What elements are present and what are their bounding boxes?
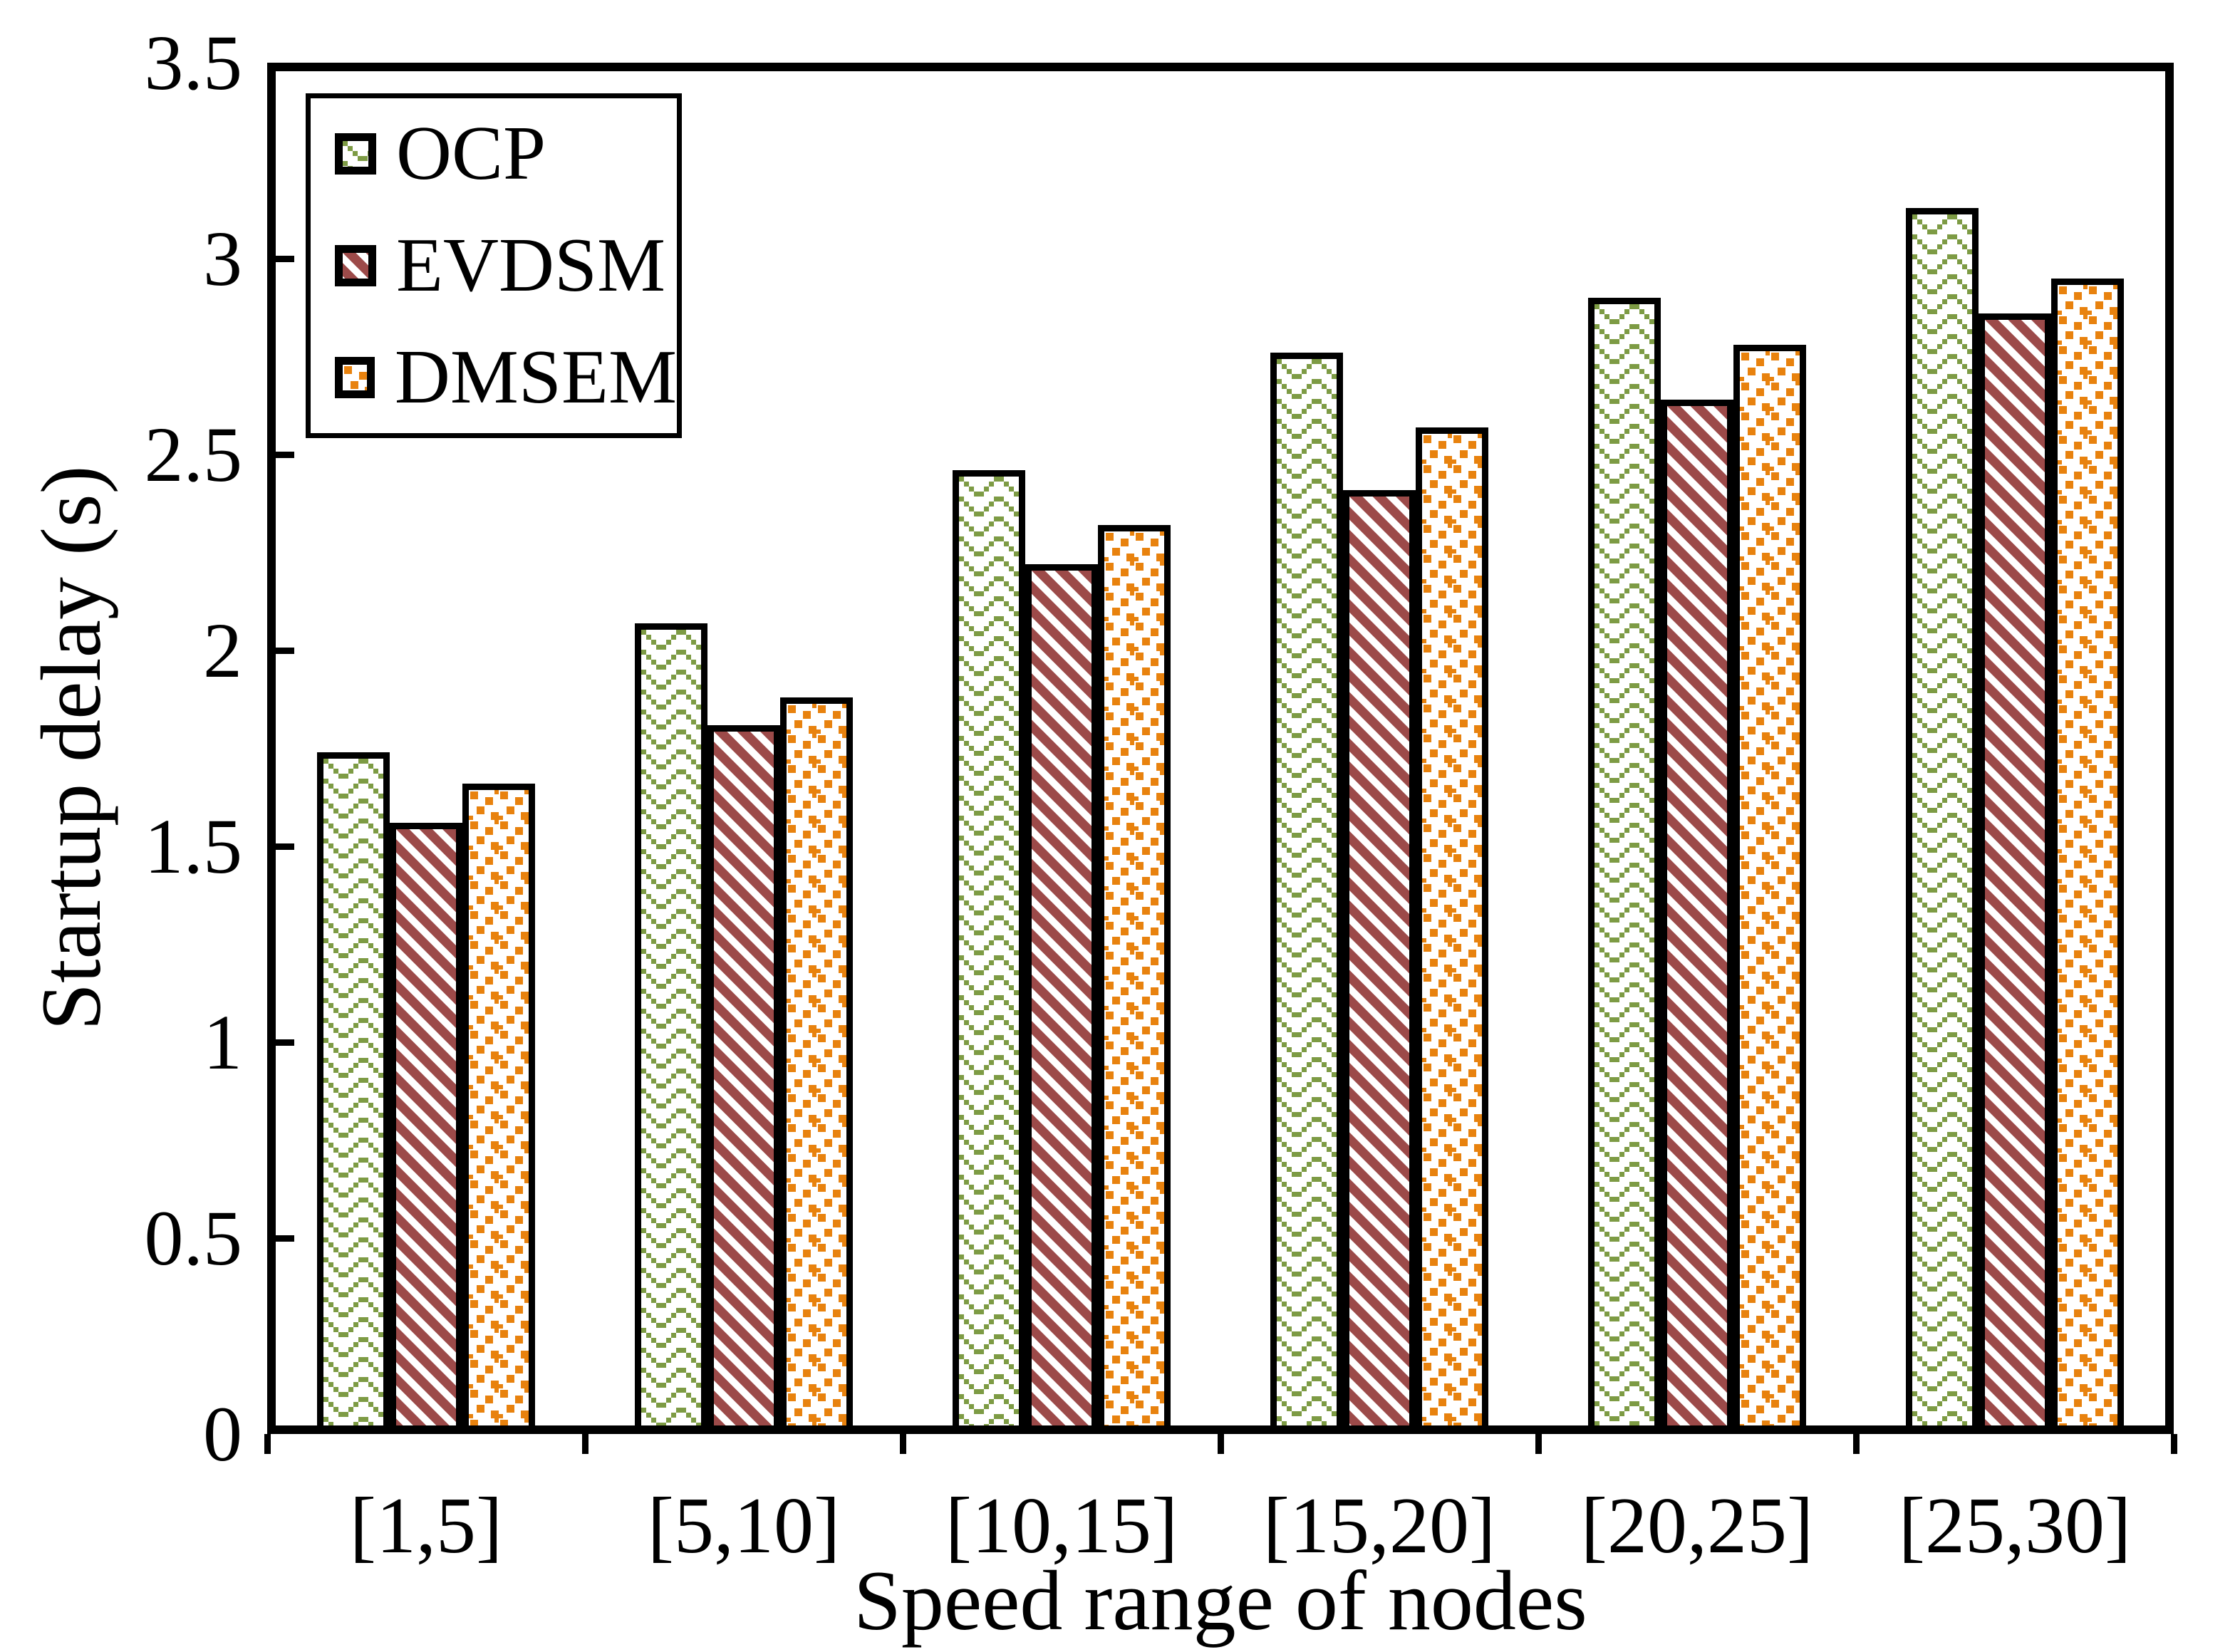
- y-axis-tick: [267, 647, 294, 654]
- x-tick-label: [1,5]: [349, 1482, 503, 1570]
- bar-ocp-0: [317, 752, 390, 1434]
- bar-ocp-1: [635, 623, 707, 1434]
- legend-label: EVDSM: [396, 222, 666, 308]
- bar-dmsem-0: [462, 784, 535, 1434]
- bar-evdsm-3: [1343, 489, 1416, 1434]
- y-tick-label: 0.5: [144, 1195, 243, 1282]
- legend-swatch-scattered-squares: [335, 356, 375, 398]
- legend-label: DMSEM: [394, 334, 677, 420]
- y-axis-title: Startup delay (s): [24, 465, 118, 1031]
- bar-dmsem-5: [2051, 278, 2124, 1434]
- bar-evdsm-0: [390, 823, 462, 1434]
- x-tick-label: [15,20]: [1262, 1482, 1496, 1570]
- legend-item-evdsm: EVDSM: [335, 227, 677, 304]
- bar-dmsem-1: [780, 697, 853, 1434]
- x-axis-tick: [1535, 1434, 1542, 1454]
- x-axis-tick: [899, 1434, 906, 1454]
- bar-ocp-3: [1270, 353, 1343, 1434]
- legend-item-dmsem: DMSEM: [335, 334, 677, 420]
- y-tick-label: 2.5: [144, 411, 243, 498]
- y-tick-label: 3: [203, 215, 242, 302]
- bar-dmsem-3: [1416, 427, 1488, 1434]
- y-tick-label: 3.5: [144, 19, 243, 106]
- x-tick-label: [25,30]: [1898, 1482, 2132, 1570]
- x-axis-tick: [1852, 1434, 1860, 1454]
- bar-ocp-2: [953, 470, 1025, 1434]
- y-tick-label: 1: [203, 999, 242, 1086]
- x-axis-tick: [1217, 1434, 1224, 1454]
- y-axis-tick: [267, 255, 294, 262]
- bar-evdsm-2: [1025, 564, 1098, 1434]
- legend-swatch-dotted-weave: [335, 133, 376, 175]
- bar-evdsm-1: [707, 724, 780, 1434]
- y-tick-label: 2: [203, 607, 242, 694]
- bar-dmsem-2: [1098, 525, 1171, 1434]
- y-axis-tick: [267, 1039, 294, 1046]
- bar-ocp-4: [1588, 298, 1661, 1434]
- y-axis-tick: [267, 843, 294, 850]
- bar-evdsm-5: [1979, 313, 2051, 1434]
- y-tick-label: 1.5: [144, 803, 243, 890]
- x-tick-label: [5,10]: [647, 1482, 841, 1570]
- x-axis-tick: [581, 1434, 588, 1454]
- x-axis-tick: [264, 1434, 271, 1454]
- x-tick-label: [10,15]: [945, 1482, 1178, 1570]
- x-axis-title: Speed range of nodes: [854, 1553, 1587, 1648]
- y-tick-label: 0: [203, 1391, 242, 1477]
- y-axis-tick: [267, 451, 294, 458]
- x-tick-label: [20,25]: [1580, 1482, 1814, 1570]
- legend-label: OCP: [396, 111, 546, 197]
- plot-area: [267, 63, 2174, 1434]
- legend-item-ocp: OCP: [335, 115, 677, 192]
- bar-evdsm-4: [1661, 400, 1733, 1434]
- legend-swatch-diagonal-stripes: [335, 244, 376, 286]
- y-axis-tick: [267, 1235, 294, 1242]
- bar-dmsem-4: [1733, 345, 1806, 1434]
- legend: OCP EVDSM DMSEM: [306, 93, 682, 438]
- x-axis-tick: [2170, 1434, 2177, 1454]
- bar-ocp-5: [1906, 207, 1979, 1434]
